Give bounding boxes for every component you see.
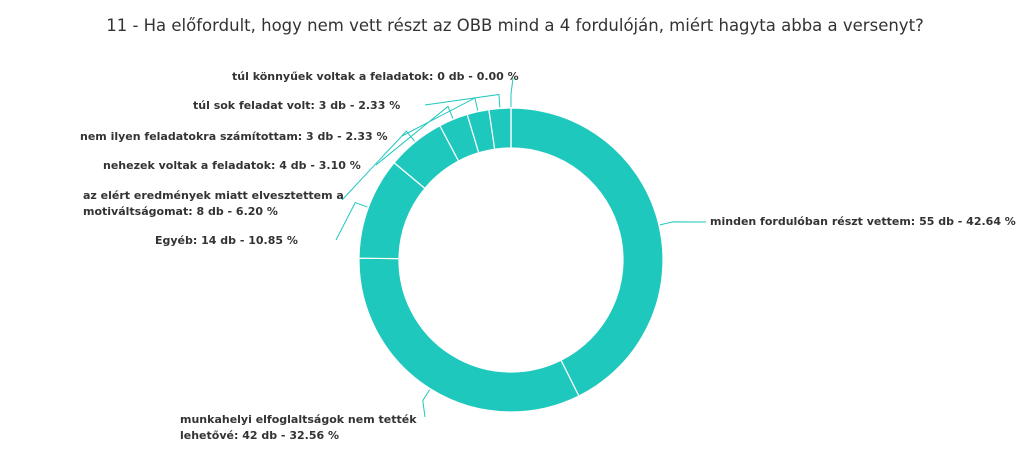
leader-line xyxy=(341,130,415,201)
leader-line xyxy=(424,93,501,108)
leader-line xyxy=(335,201,368,241)
value-label: 3 db - 2.33 % xyxy=(318,99,401,112)
category-label: nem ilyen feladatokra számítottam: xyxy=(80,130,303,143)
leader-line xyxy=(422,389,431,418)
category-label: túl könnyűek voltak a feladatok: xyxy=(232,70,434,83)
slice-label: az elért eredmények miatt elvesztettem a… xyxy=(83,188,368,220)
slice-label: túl könnyűek voltak a feladatok: 0 db - … xyxy=(232,69,519,85)
category-label: túl sok feladat volt: xyxy=(193,99,315,112)
value-label: 3 db - 2.33 % xyxy=(306,130,388,143)
slice-label: Egyéb: 14 db - 10.85 % xyxy=(155,233,298,249)
value-label: 4 db - 3.10 % xyxy=(279,159,361,172)
slice xyxy=(358,257,580,413)
slice-label: munkahelyi elfoglaltságok nem tették leh… xyxy=(180,412,430,444)
category-label: nehezek voltak a feladatok: xyxy=(103,159,276,172)
slice-label: nem ilyen feladatokra számítottam: 3 db … xyxy=(80,129,387,145)
leader-line xyxy=(659,221,707,226)
chart-title: 11 - Ha előfordult, hogy nem vett részt … xyxy=(106,16,924,35)
category-label: Egyéb: xyxy=(155,234,198,247)
value-label: 0 db - 0.00 % xyxy=(437,70,519,83)
slice-label: túl sok feladat volt: 3 db - 2.33 % xyxy=(193,98,400,114)
value-label: 55 db - 42.64 % xyxy=(919,215,1016,228)
value-label: 14 db - 10.85 % xyxy=(201,234,298,247)
category-label: minden fordulóban részt vettem: xyxy=(710,215,916,228)
value-label: 42 db - 32.56 % xyxy=(242,429,339,442)
value-label: 8 db - 6.20 % xyxy=(196,205,278,218)
category-label: munkahelyi elfoglaltságok nem tették leh… xyxy=(180,413,417,442)
leader-line xyxy=(510,77,514,107)
slice-label: minden fordulóban részt vettem: 55 db - … xyxy=(710,214,1016,230)
category-label: az elért eredmények miatt elvesztettem a… xyxy=(83,189,344,218)
leader-line xyxy=(375,105,454,166)
slice xyxy=(510,107,664,397)
slice-label: nehezek voltak a feladatok: 4 db - 3.10 … xyxy=(103,158,361,174)
